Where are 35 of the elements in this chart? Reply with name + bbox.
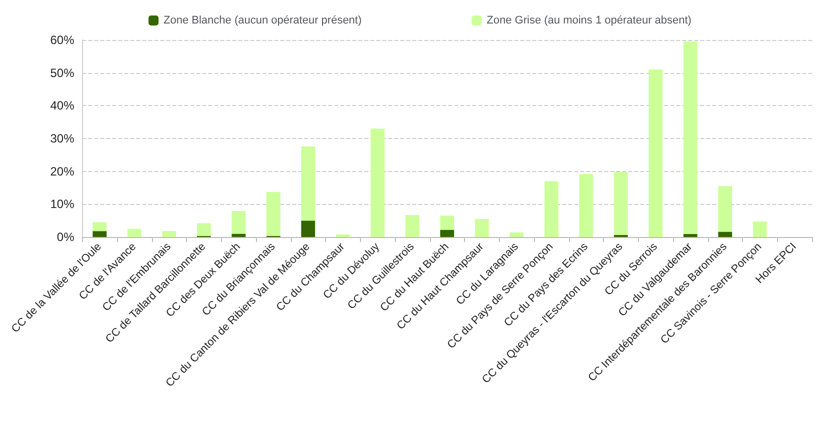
bar [718, 186, 732, 232]
y-tick-label: 60% [50, 33, 75, 47]
bar [301, 220, 316, 237]
legend-label: Zone Blanche (aucun opérateur présent) [164, 14, 362, 26]
bar [440, 230, 454, 237]
bar [370, 128, 385, 237]
y-tick-label: 10% [50, 197, 75, 212]
y-tick-label: 30% [50, 132, 75, 146]
bar [301, 146, 316, 221]
bar [440, 216, 454, 230]
y-tick-label: 20% [50, 164, 75, 178]
bar [683, 41, 698, 234]
bar [579, 174, 594, 237]
bar [752, 222, 767, 237]
bar [336, 234, 350, 237]
bar [718, 232, 732, 237]
bar [232, 234, 246, 237]
bar [92, 231, 107, 237]
bar [92, 222, 107, 232]
y-tick-label: 0% [56, 230, 75, 244]
y-tick-label: 50% [50, 66, 75, 80]
bar [544, 181, 558, 237]
legend-label: Zone Grise (au moins 1 opérateur absent) [486, 14, 692, 26]
y-tick-label: 40% [50, 98, 75, 113]
bar [510, 232, 524, 237]
bar [196, 223, 211, 236]
bar [648, 70, 663, 237]
bar [162, 231, 176, 237]
bar [474, 218, 489, 237]
bar [614, 172, 628, 236]
bar [232, 211, 246, 234]
bar [683, 234, 698, 237]
bar [405, 215, 420, 237]
bar [266, 192, 280, 236]
bar [127, 228, 142, 237]
